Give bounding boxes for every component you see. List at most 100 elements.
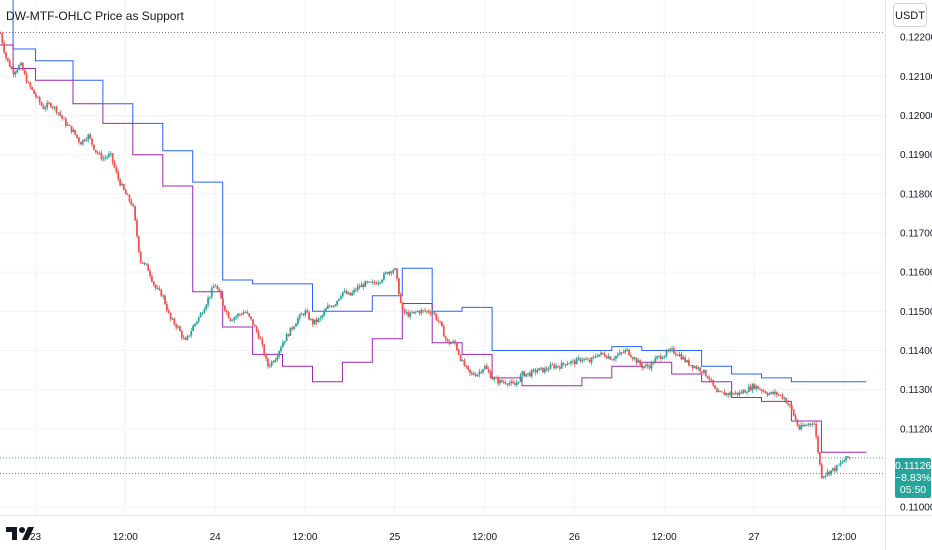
candle-body bbox=[147, 264, 150, 271]
candle-body bbox=[775, 391, 778, 395]
candle-body bbox=[731, 392, 733, 395]
candle-body bbox=[289, 327, 292, 336]
candle-body bbox=[51, 106, 54, 108]
candle-body bbox=[119, 179, 122, 186]
candle-body bbox=[817, 436, 819, 453]
candle-body bbox=[848, 457, 851, 458]
candle-body bbox=[218, 289, 221, 293]
candle-body bbox=[590, 357, 593, 363]
candle-body bbox=[600, 352, 602, 355]
candle-body bbox=[543, 368, 546, 373]
candle-body bbox=[497, 378, 499, 384]
candle-body bbox=[663, 355, 666, 358]
candle-body bbox=[349, 292, 352, 296]
candle-body bbox=[304, 310, 307, 315]
candle-body bbox=[20, 62, 22, 66]
candle-body bbox=[285, 334, 288, 342]
time-tick-label: 12:00 bbox=[292, 532, 317, 543]
candle-body bbox=[639, 360, 642, 365]
candle-body bbox=[469, 369, 471, 374]
candle-body bbox=[130, 200, 133, 205]
candle-body bbox=[381, 279, 383, 283]
candle-body bbox=[244, 311, 247, 313]
candle-body bbox=[442, 326, 445, 337]
candle-body bbox=[562, 362, 565, 365]
candle-body bbox=[411, 312, 413, 314]
candle-body bbox=[296, 318, 299, 324]
time-tick-label: 12:00 bbox=[652, 532, 677, 543]
candle-body bbox=[588, 359, 591, 363]
candle-body bbox=[29, 82, 32, 88]
candle-body bbox=[523, 371, 526, 377]
candle-body bbox=[354, 289, 357, 291]
candle-body bbox=[416, 310, 419, 312]
candle-body bbox=[813, 423, 816, 425]
candle-body bbox=[802, 424, 804, 427]
candle-body bbox=[749, 386, 752, 391]
candle-body bbox=[405, 312, 408, 313]
candle-body bbox=[774, 391, 776, 394]
candle-body bbox=[804, 425, 806, 427]
candle-body bbox=[682, 357, 685, 360]
indicator-title[interactable]: DW-MTF-OHLC Price as Support bbox=[6, 9, 184, 23]
candle-body bbox=[777, 394, 780, 396]
candle-body bbox=[671, 348, 673, 350]
candle-body bbox=[734, 392, 737, 394]
candle-body bbox=[298, 314, 301, 319]
candle-body bbox=[64, 118, 67, 126]
candle-body bbox=[362, 284, 365, 287]
candle-body bbox=[392, 269, 395, 273]
candle-body bbox=[736, 392, 739, 395]
candle-body bbox=[530, 370, 533, 377]
candle-body bbox=[747, 386, 750, 393]
currency-button[interactable]: USDT bbox=[893, 3, 927, 27]
candle-body bbox=[798, 425, 801, 430]
candle-body bbox=[843, 460, 846, 462]
candle-body bbox=[768, 393, 771, 395]
candle-body bbox=[379, 282, 382, 284]
candle-body bbox=[326, 305, 329, 309]
candle-body bbox=[323, 311, 325, 316]
candle-body bbox=[753, 384, 756, 389]
candle-body bbox=[48, 102, 50, 104]
candle-body bbox=[759, 388, 761, 390]
candle-body bbox=[40, 102, 43, 106]
candle-body bbox=[500, 380, 503, 383]
candle-body bbox=[459, 354, 462, 361]
candle-body bbox=[472, 373, 475, 375]
candle-body bbox=[740, 392, 743, 394]
candle-body bbox=[727, 393, 730, 395]
candle-body bbox=[364, 281, 367, 287]
candle-body bbox=[182, 337, 185, 339]
candle-body bbox=[570, 361, 572, 364]
candle-body bbox=[519, 374, 522, 382]
tradingview-logo-icon[interactable] bbox=[4, 522, 40, 544]
candle-body bbox=[678, 354, 681, 356]
candle-body bbox=[128, 194, 131, 201]
time-tick-label: 27 bbox=[748, 532, 760, 543]
candle-body bbox=[338, 298, 340, 301]
candle-body bbox=[220, 292, 223, 299]
last-price-value: 0.11126 bbox=[895, 460, 932, 472]
candle-body bbox=[151, 276, 153, 282]
candle-body bbox=[16, 69, 19, 73]
candle-body bbox=[61, 115, 64, 119]
candle-body bbox=[457, 350, 460, 355]
candle-body bbox=[36, 96, 39, 98]
candle-body bbox=[184, 338, 187, 340]
candle-body bbox=[437, 319, 440, 321]
candle-body bbox=[343, 291, 346, 292]
candle-body bbox=[121, 184, 123, 186]
candle-body bbox=[669, 348, 672, 351]
candle-body bbox=[474, 374, 477, 377]
candle-body bbox=[830, 470, 833, 475]
candle-body bbox=[644, 364, 647, 367]
price-tick-label: 0.11300 bbox=[900, 385, 932, 396]
candle-body bbox=[66, 124, 69, 126]
candle-body bbox=[270, 361, 273, 366]
candle-body bbox=[399, 294, 402, 303]
candle-body bbox=[545, 368, 548, 370]
candle-body bbox=[38, 96, 41, 103]
